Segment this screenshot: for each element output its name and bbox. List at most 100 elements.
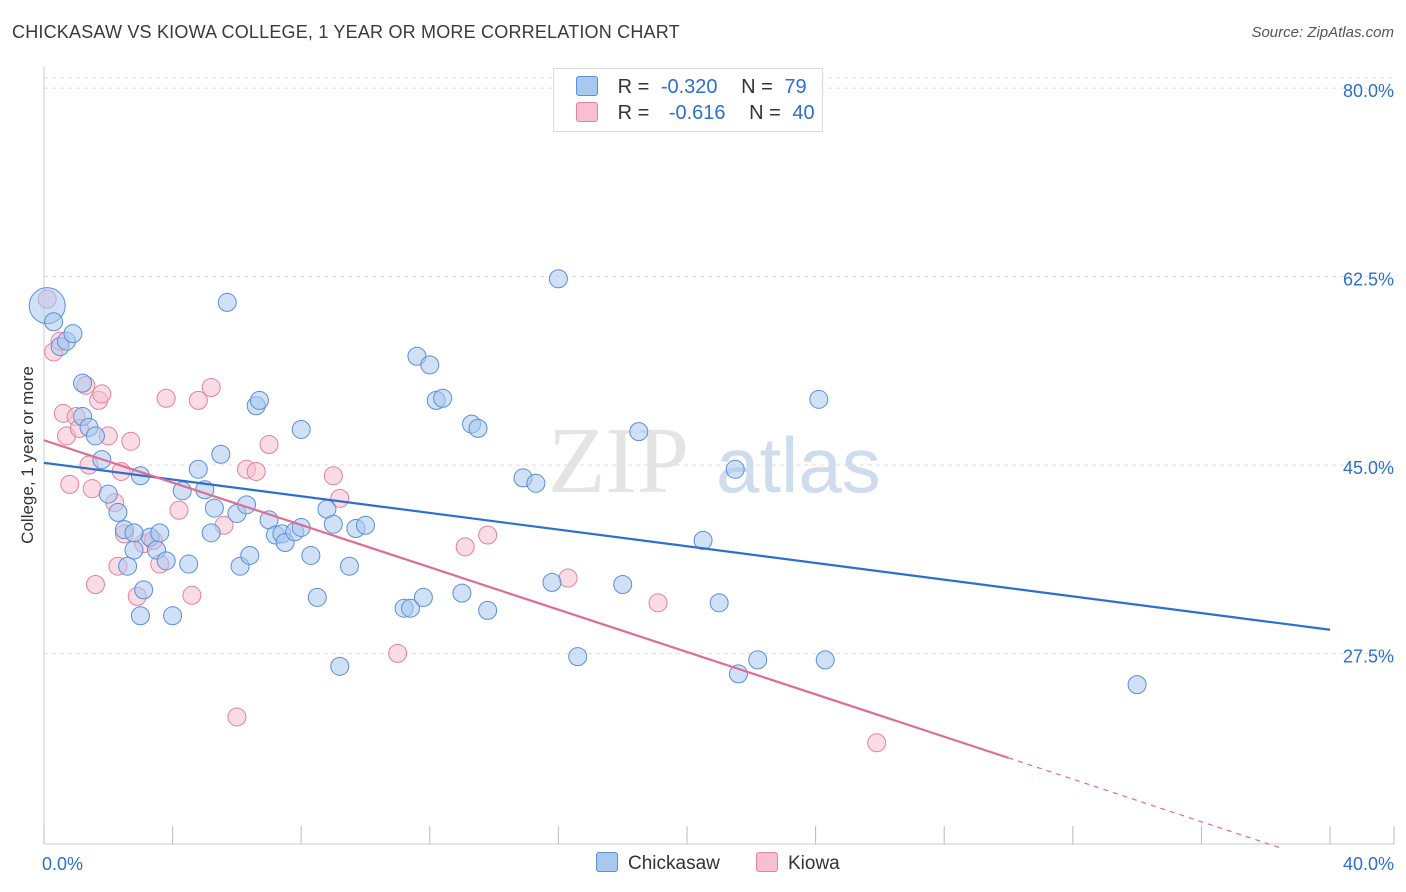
chickasaw-point (613, 575, 633, 595)
kiowa-point (201, 377, 221, 397)
kiowa-point (246, 461, 266, 481)
y-tick-label: 45.0% (1343, 458, 1394, 478)
legend-r-label: R = (617, 102, 650, 124)
chickasaw-point (108, 502, 128, 522)
kiowa-swatch (576, 101, 598, 122)
series-name: Kiowa (788, 853, 840, 874)
chickasaw-point (44, 312, 64, 332)
chickasaw-swatch (596, 851, 618, 872)
chickasaw-point (307, 587, 327, 607)
chickasaw-point (815, 650, 835, 670)
chickasaw-point (452, 583, 472, 603)
chickasaw-point (526, 473, 546, 493)
chickasaw-point (179, 554, 199, 574)
chickasaw-point (401, 598, 421, 618)
chickasaw-swatch (576, 75, 598, 96)
y-axis-label: College, 1 year or more (18, 366, 37, 544)
legend-n-label: N = (741, 76, 773, 98)
chickasaw-point (748, 650, 768, 670)
legend-n-value: 40 (792, 102, 815, 124)
legend-r-label: R = (617, 76, 650, 98)
axes (43, 66, 1395, 845)
kiowa-swatch (756, 851, 778, 872)
kiowa-point (85, 575, 105, 595)
chickasaw-point (330, 656, 350, 676)
y-tick-label: 62.5% (1343, 270, 1394, 290)
chickasaw-point (568, 647, 588, 667)
chickasaw-point (629, 422, 649, 442)
chickasaw-point (217, 292, 237, 312)
watermark-zip: ZIP (548, 409, 689, 513)
chickasaw-point (134, 580, 154, 600)
legend-row-kiowa: R = -0.616 N = 40 (576, 101, 815, 125)
chickasaw-point (204, 498, 224, 518)
chickasaw-point (150, 523, 170, 543)
chickasaw-point (240, 545, 260, 565)
kiowa-point (648, 593, 668, 613)
chickasaw-point (356, 515, 375, 535)
chickasaw-point (725, 459, 745, 479)
chickasaw-points (28, 269, 1147, 695)
kiowa-point (455, 537, 475, 557)
kiowa-point (182, 585, 202, 605)
watermark: ZIP atlas (548, 409, 881, 513)
x-tick-label: 40.0% (1343, 854, 1394, 874)
chickasaw-point (548, 269, 568, 289)
kiowa-trend-extension (1008, 757, 1282, 849)
kiowa-point (867, 733, 887, 753)
chickasaw-point (339, 556, 359, 576)
chickasaw-point (163, 606, 183, 626)
chickasaw-point (301, 545, 321, 565)
kiowa-point (82, 479, 102, 499)
chickasaw-point (478, 600, 498, 620)
chart-title: CHICKASAW VS KIOWA COLLEGE, 1 YEAR OR MO… (12, 22, 680, 42)
legend-row-chickasaw: R = -0.320 N = 79 (576, 75, 807, 99)
series-name: Chickasaw (628, 853, 720, 874)
y-tick-labels: 80.0% 62.5% 45.0% 27.5% (1343, 81, 1394, 666)
trend-lines (43, 439, 1331, 849)
chickasaw-point (211, 444, 231, 464)
x-tick-label: 0.0% (42, 854, 83, 874)
chickasaw-point (809, 389, 829, 409)
bottom-legend-kiowa: Kiowa (756, 851, 840, 876)
kiowa-point (323, 466, 343, 486)
bottom-legend-chickasaw: Chickasaw (596, 851, 720, 876)
kiowa-point (156, 388, 176, 408)
chickasaw-point (124, 523, 144, 543)
chickasaw-point (130, 606, 150, 626)
chickasaw-point (323, 514, 343, 534)
chickasaw-point (156, 551, 176, 571)
chickasaw-point (201, 523, 221, 543)
kiowa-point (121, 431, 141, 451)
y-tick-label: 80.0% (1343, 81, 1394, 101)
chickasaw-point (73, 373, 93, 393)
chickasaw-trend-line (43, 461, 1331, 631)
kiowa-point (259, 435, 279, 455)
kiowa-point (227, 707, 247, 727)
kiowa-point (188, 390, 208, 410)
chickasaw-point (709, 593, 729, 613)
kiowa-point (388, 643, 408, 663)
chickasaw-point (420, 355, 440, 375)
chickasaw-point (468, 418, 488, 438)
chickasaw-point (85, 426, 105, 446)
kiowa-point (558, 568, 578, 588)
legend-n-label: N = (749, 102, 781, 124)
legend-n-value: 79 (784, 76, 807, 98)
x-tick-labels: 0.0% 40.0% (42, 854, 1394, 874)
kiowa-point (478, 525, 498, 545)
legend-r-value: -0.320 (660, 76, 718, 98)
kiowa-point (92, 384, 112, 404)
chickasaw-point (1127, 675, 1147, 695)
source-credit: Source: ZipAtlas.com (1251, 24, 1394, 41)
stats-legend: R = -0.320 N = 79 R = -0.616 N = 40 (553, 68, 823, 132)
chickasaw-point (249, 390, 269, 410)
chickasaw-point (118, 556, 138, 576)
chickasaw-point (433, 388, 453, 408)
legend-r-value: -0.616 (668, 102, 726, 124)
kiowa-point (60, 474, 80, 494)
chickasaw-point (542, 572, 562, 592)
chickasaw-point (291, 419, 311, 439)
y-tick-label: 27.5% (1343, 646, 1394, 666)
